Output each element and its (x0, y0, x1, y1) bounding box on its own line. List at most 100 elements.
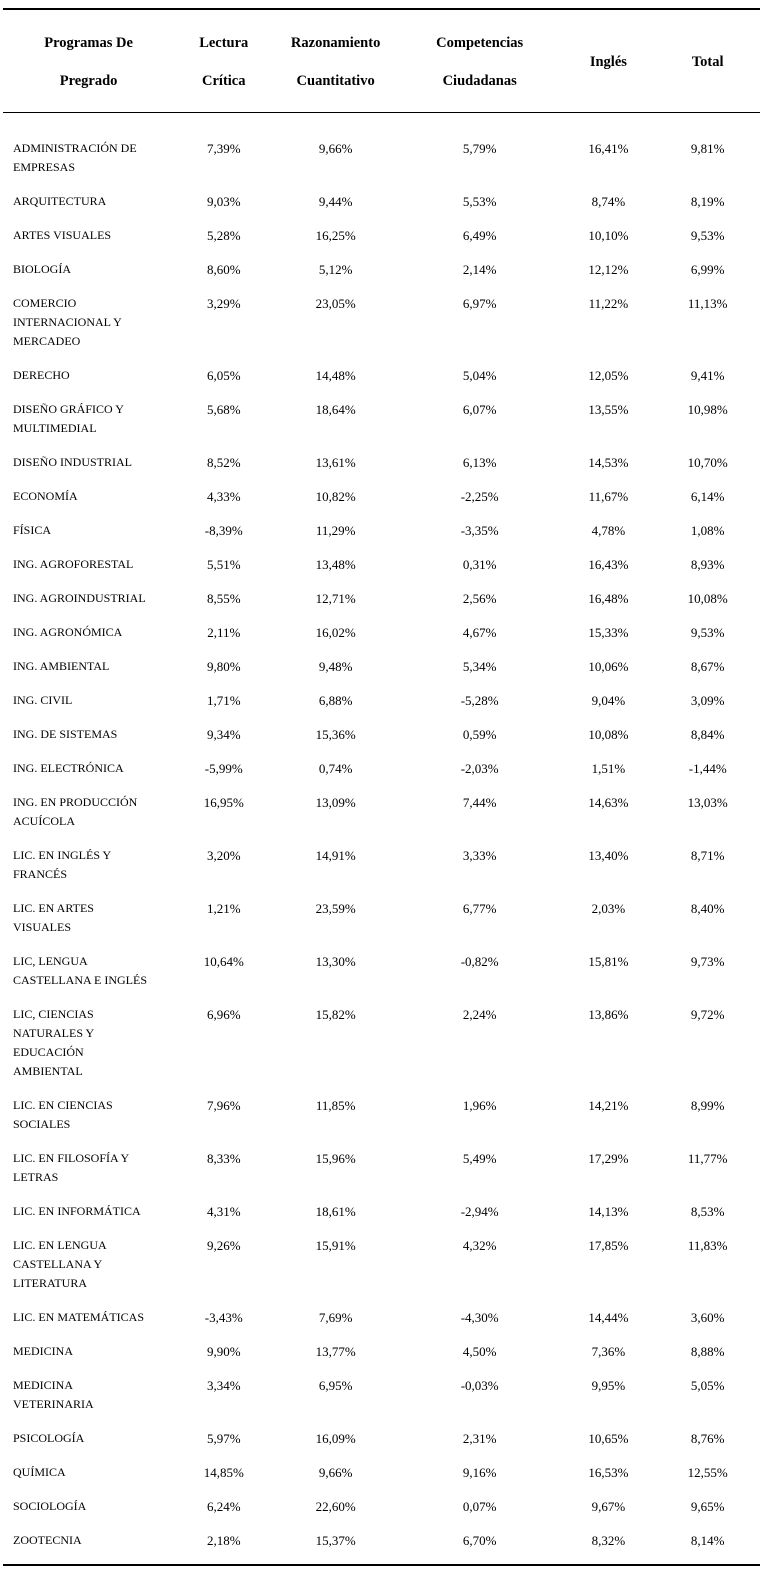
lectura-critica-cell: 6,05% (206, 368, 241, 383)
program-name-cell: ING. EN PRODUCCIÓN ACUÍCOLA (13, 795, 138, 828)
program-name-cell: LIC. EN INFORMÁTICA (13, 1204, 141, 1218)
ingles-cell: 17,85% (588, 1238, 629, 1253)
lectura-critica-cell: 6,96% (206, 1007, 241, 1022)
total-cell: 8,71% (690, 848, 725, 863)
table-row: ARTES VISUALES 5,28% 16,25% 6,49% 10,10%… (3, 214, 760, 248)
ingles-cell: 9,04% (591, 693, 626, 708)
table-row: ING. ELECTRÓNICA -5,99% 0,74% -2,03% 1,5… (3, 747, 760, 781)
lectura-critica-cell: 16,95% (203, 795, 244, 810)
lectura-critica-cell: 7,39% (206, 141, 241, 156)
table-row: ING. AGROFORESTAL 5,51% 13,48% 0,31% 16,… (3, 543, 760, 577)
lectura-critica-cell: -3,43% (204, 1310, 243, 1325)
program-name-cell: LIC. EN INGLÉS Y FRANCÉS (13, 848, 111, 881)
table-row: LIC. EN ARTES VISUALES 1,21% 23,59% 6,77… (3, 887, 760, 940)
lectura-critica-cell: 8,60% (206, 262, 241, 277)
competencias-ciudadanas-cell: 1,96% (462, 1098, 497, 1113)
program-name-cell: LIC. EN LENGUA CASTELLANA Y LITERATURA (13, 1238, 106, 1290)
programs-results-table: Programas De Pregrado Lectura Crítica Ra… (3, 8, 760, 1566)
lectura-critica-cell: 14,85% (203, 1465, 244, 1480)
program-name-cell: COMERCIO INTERNACIONAL Y MERCADEO (13, 296, 122, 348)
razonamiento-cuantitativo-cell: 6,95% (318, 1378, 353, 1393)
program-name-cell: BIOLOGÍA (13, 262, 71, 276)
total-cell: 8,76% (690, 1431, 725, 1446)
program-name-cell: ING. AGROINDUSTRIAL (13, 591, 146, 605)
lectura-critica-cell: -5,99% (204, 761, 243, 776)
table-row: ADMINISTRACIÓN DE EMPRESAS 7,39% 9,66% 5… (3, 113, 760, 181)
total-cell: 11,83% (687, 1238, 728, 1253)
lectura-critica-cell: 1,21% (206, 901, 241, 916)
competencias-ciudadanas-cell: 5,49% (462, 1151, 497, 1166)
ingles-cell: 14,13% (588, 1204, 629, 1219)
ingles-cell: 16,48% (588, 591, 629, 606)
razonamiento-cuantitativo-cell: 22,60% (315, 1499, 356, 1514)
table-row: ZOOTECNIA 2,18% 15,37% 6,70% 8,32% 8,14% (3, 1519, 760, 1565)
lectura-critica-cell: 6,24% (206, 1499, 241, 1514)
competencias-ciudadanas-cell: 2,31% (462, 1431, 497, 1446)
competencias-ciudadanas-cell: -2,25% (460, 489, 499, 504)
table-row: LIC. EN CIENCIAS SOCIALES 7,96% 11,85% 1… (3, 1084, 760, 1137)
razonamiento-cuantitativo-cell: 11,85% (315, 1098, 356, 1113)
total-cell: 9,41% (690, 368, 725, 383)
table-row: BIOLOGÍA 8,60% 5,12% 2,14% 12,12% 6,99% (3, 248, 760, 282)
lectura-critica-cell: 4,31% (206, 1204, 241, 1219)
competencias-ciudadanas-cell: 3,33% (462, 848, 497, 863)
razonamiento-cuantitativo-cell: 14,48% (315, 368, 356, 383)
ingles-cell: 2,03% (591, 901, 626, 916)
table-row: DERECHO 6,05% 14,48% 5,04% 12,05% 9,41% (3, 354, 760, 388)
razonamiento-cuantitativo-cell: 13,30% (315, 954, 356, 969)
competencias-ciudadanas-cell: 5,53% (462, 194, 497, 209)
ingles-cell: 7,36% (591, 1344, 626, 1359)
ingles-cell: 10,65% (588, 1431, 629, 1446)
table-row: DISEÑO GRÁFICO Y MULTIMEDIAL 5,68% 18,64… (3, 388, 760, 441)
ingles-cell: 13,40% (588, 848, 629, 863)
total-cell: 6,99% (690, 262, 725, 277)
competencias-ciudadanas-cell: -2,94% (460, 1204, 499, 1219)
razonamiento-cuantitativo-cell: 23,05% (315, 296, 356, 311)
competencias-ciudadanas-cell: 4,32% (462, 1238, 497, 1253)
program-name-cell: ING. DE SISTEMAS (13, 727, 118, 741)
competencias-ciudadanas-cell: 0,07% (462, 1499, 497, 1514)
lectura-critica-cell: 3,20% (206, 848, 241, 863)
ingles-cell: 16,43% (588, 557, 629, 572)
program-name-cell: ING. ELECTRÓNICA (13, 761, 124, 775)
table-body: ADMINISTRACIÓN DE EMPRESAS 7,39% 9,66% 5… (3, 113, 760, 1566)
razonamiento-cuantitativo-cell: 9,66% (318, 1465, 353, 1480)
competencias-ciudadanas-cell: 5,04% (462, 368, 497, 383)
competencias-ciudadanas-cell: 5,79% (462, 141, 497, 156)
razonamiento-cuantitativo-cell: 5,12% (318, 262, 353, 277)
lectura-critica-cell: 8,52% (206, 455, 241, 470)
lectura-critica-cell: 9,34% (206, 727, 241, 742)
table-row: MEDICINA VETERINARIA 3,34% 6,95% -0,03% … (3, 1364, 760, 1417)
program-name-cell: FÍSICA (13, 523, 52, 537)
table-row: ING. EN PRODUCCIÓN ACUÍCOLA 16,95% 13,09… (3, 781, 760, 834)
total-cell: 6,14% (690, 489, 725, 504)
competencias-ciudadanas-cell: -0,82% (460, 954, 499, 969)
table-row: ING. CIVIL 1,71% 6,88% -5,28% 9,04% 3,09… (3, 679, 760, 713)
total-cell: 10,98% (687, 402, 728, 417)
ingles-cell: 12,12% (588, 262, 629, 277)
razonamiento-cuantitativo-cell: 23,59% (315, 901, 356, 916)
razonamiento-cuantitativo-cell: 14,91% (315, 848, 356, 863)
table-row: LIC, LENGUA CASTELLANA E INGLÉS 10,64% 1… (3, 940, 760, 993)
ingles-cell: 1,51% (591, 761, 626, 776)
competencias-ciudadanas-cell: -0,03% (460, 1378, 499, 1393)
total-cell: -1,44% (688, 761, 727, 776)
table-row: COMERCIO INTERNACIONAL Y MERCADEO 3,29% … (3, 282, 760, 354)
table-row: LIC, CIENCIAS NATURALES Y EDUCACIÓN AMBI… (3, 993, 760, 1084)
lectura-critica-cell: 9,03% (206, 194, 241, 209)
total-cell: 8,93% (690, 557, 725, 572)
competencias-ciudadanas-cell: 2,14% (462, 262, 497, 277)
ingles-cell: 4,78% (591, 523, 626, 538)
program-name-cell: ADMINISTRACIÓN DE EMPRESAS (13, 141, 137, 174)
total-cell: 3,09% (690, 693, 725, 708)
total-cell: 8,53% (690, 1204, 725, 1219)
table-row: ING. AGRONÓMICA 2,11% 16,02% 4,67% 15,33… (3, 611, 760, 645)
razonamiento-cuantitativo-cell: 16,02% (315, 625, 356, 640)
table-header: Programas De Pregrado Lectura Crítica Ra… (3, 9, 760, 113)
razonamiento-cuantitativo-cell: 13,48% (315, 557, 356, 572)
total-cell: 9,53% (690, 625, 725, 640)
competencias-ciudadanas-cell: 6,07% (462, 402, 497, 417)
razonamiento-cuantitativo-cell: 15,36% (315, 727, 356, 742)
table-row: QUÍMICA 14,85% 9,66% 9,16% 16,53% 12,55% (3, 1451, 760, 1485)
ingles-cell: 10,06% (588, 659, 629, 674)
